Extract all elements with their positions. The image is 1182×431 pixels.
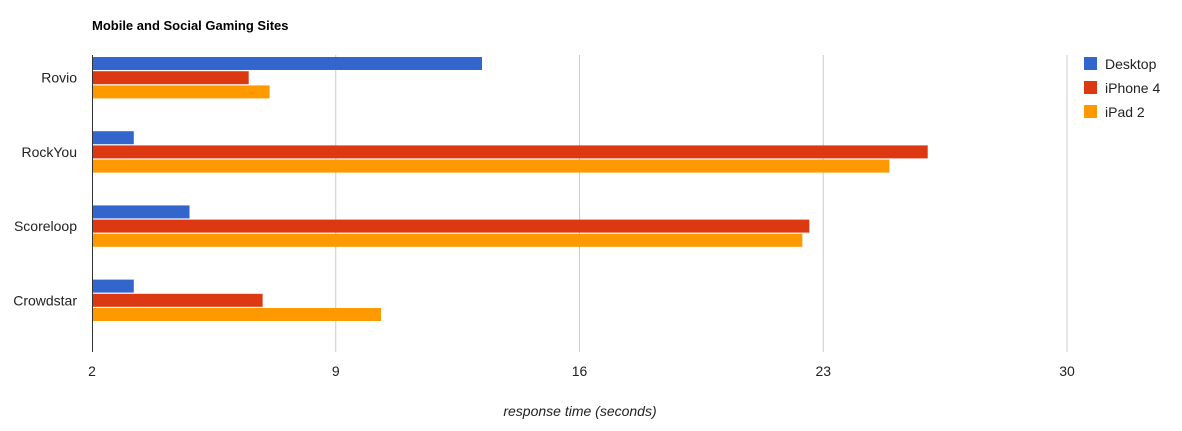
category-labels: Rovio RockYou Scoreloop Crowdstar (13, 70, 77, 309)
legend-swatch-ipad-2 (1084, 105, 1097, 118)
x-axis-title: response time (seconds) (503, 403, 656, 419)
bar-rockyou-desktop (92, 131, 134, 145)
x-tick-label-9: 9 (332, 363, 340, 379)
legend-label-iphone-4: iPhone 4 (1105, 80, 1160, 96)
x-tick-label-16: 16 (572, 363, 588, 379)
bar-crowdstar-ipad-2 (92, 308, 382, 321)
category-label-crowdstar: Crowdstar (13, 292, 77, 308)
x-tick-label-30: 30 (1059, 363, 1075, 379)
legend: Desktop iPhone 4 iPad 2 (1084, 56, 1160, 120)
x-tick-labels: 2 9 16 23 30 (88, 363, 1075, 379)
legend-label-ipad-2: iPad 2 (1105, 104, 1145, 120)
category-label-rovio: Rovio (41, 70, 77, 86)
grid-lines (335, 55, 1068, 352)
bar-rovio-ipad-2 (92, 85, 270, 99)
bars (92, 57, 928, 321)
bar-rockyou-iphone-4 (92, 145, 928, 159)
x-tick-label-2: 2 (88, 363, 96, 379)
legend-label-desktop: Desktop (1105, 56, 1157, 72)
bar-scoreloop-desktop (92, 205, 190, 219)
x-tick-label-23: 23 (815, 363, 831, 379)
bar-scoreloop-ipad-2 (92, 233, 803, 247)
bar-rovio-desktop (92, 57, 482, 70)
bar-rovio-iphone-4 (92, 71, 249, 85)
bar-crowdstar-iphone-4 (92, 293, 263, 307)
chart-title: Mobile and Social Gaming Sites (92, 18, 289, 33)
category-label-rockyou: RockYou (21, 144, 77, 160)
bar-rockyou-ipad-2 (92, 159, 890, 173)
category-label-scoreloop: Scoreloop (14, 218, 77, 234)
bar-scoreloop-iphone-4 (92, 219, 810, 233)
legend-swatch-desktop (1084, 57, 1097, 70)
legend-swatch-iphone-4 (1084, 81, 1097, 94)
bar-crowdstar-desktop (92, 279, 134, 293)
